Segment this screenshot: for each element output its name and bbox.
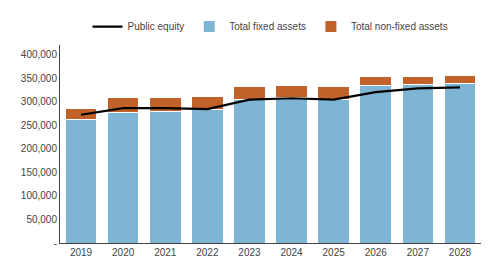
svg-text:2019: 2019 <box>70 247 93 258</box>
svg-text:2020: 2020 <box>112 247 135 258</box>
svg-text:100,000: 100,000 <box>21 190 58 201</box>
svg-text:Public equity: Public equity <box>128 21 185 32</box>
svg-text:250,000: 250,000 <box>21 120 58 131</box>
svg-text:-: - <box>54 238 57 249</box>
svg-text:200,000: 200,000 <box>21 143 58 154</box>
svg-text:400,000: 400,000 <box>21 49 58 60</box>
svg-text:2021: 2021 <box>154 247 177 258</box>
svg-text:350,000: 350,000 <box>21 73 58 84</box>
svg-text:2026: 2026 <box>365 247 388 258</box>
svg-text:300,000: 300,000 <box>21 96 58 107</box>
svg-text:Total fixed assets: Total fixed assets <box>229 21 306 32</box>
svg-text:150,000: 150,000 <box>21 167 58 178</box>
svg-text:50,000: 50,000 <box>26 214 57 225</box>
svg-text:2027: 2027 <box>407 247 430 258</box>
svg-text:2028: 2028 <box>449 247 472 258</box>
svg-text:2024: 2024 <box>280 247 303 258</box>
svg-text:Total non-fixed assets: Total non-fixed assets <box>351 21 448 32</box>
svg-text:2025: 2025 <box>323 247 346 258</box>
svg-text:2023: 2023 <box>238 247 261 258</box>
svg-text:2022: 2022 <box>196 247 219 258</box>
